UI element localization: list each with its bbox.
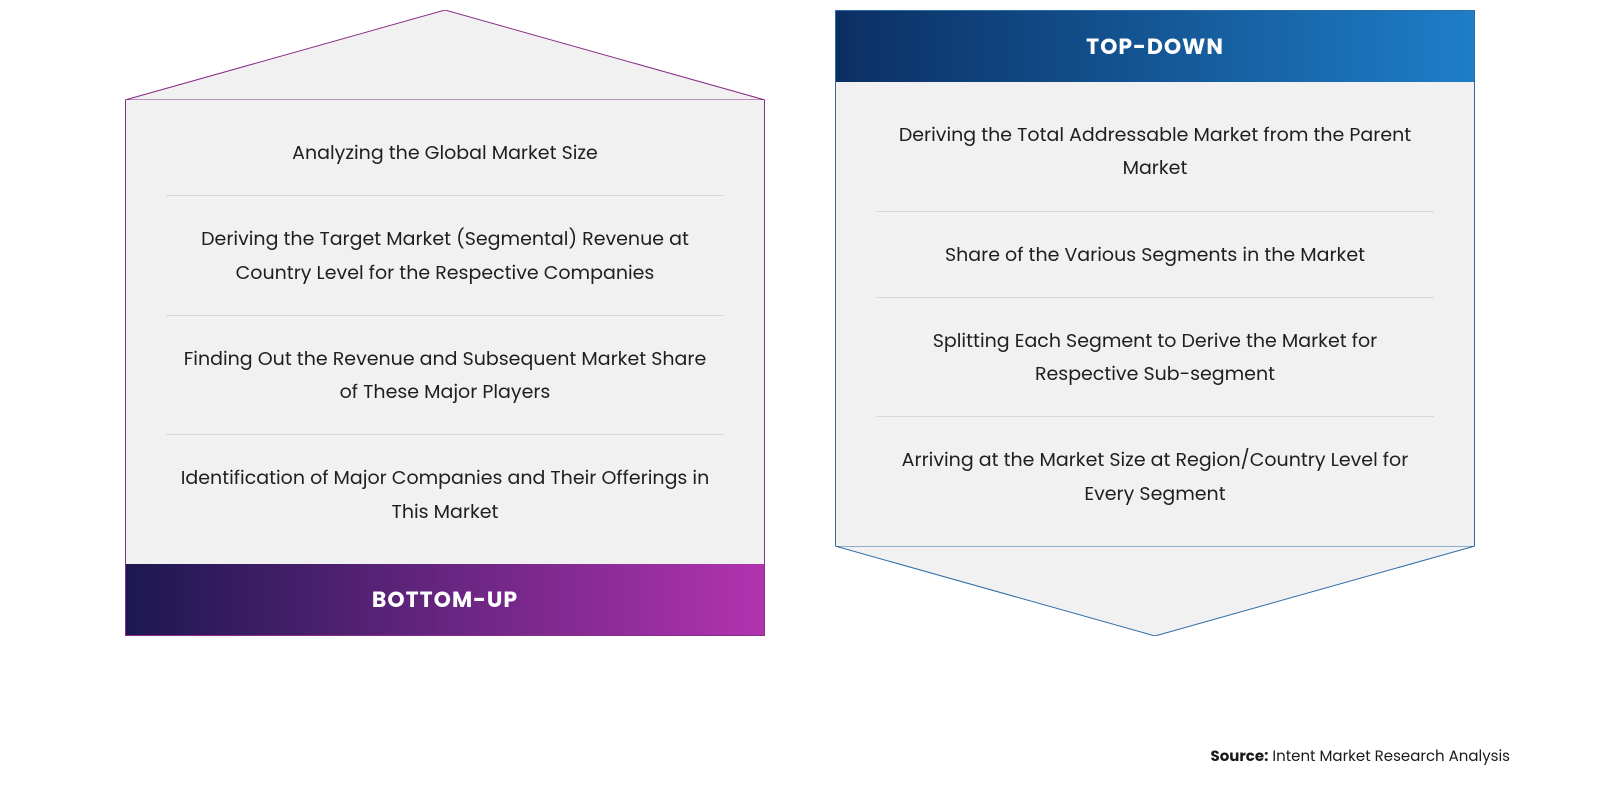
- top-down-label: TOP-DOWN: [835, 10, 1475, 82]
- bottom-up-panel: Analyzing the Global Market SizeDeriving…: [125, 10, 765, 636]
- top-down-panel: TOP-DOWN Deriving the Total Addressable …: [835, 10, 1475, 636]
- top-down-label-text: TOP-DOWN: [1086, 30, 1224, 63]
- top-down-bottom-arrow: [835, 546, 1475, 636]
- top-down-item: Splitting Each Segment to Derive the Mar…: [876, 298, 1434, 417]
- bottom-up-roof-arrow: [125, 10, 765, 100]
- bottom-up-item: Identification of Major Companies and Th…: [166, 435, 724, 554]
- diagram-container: Analyzing the Global Market SizeDeriving…: [0, 0, 1600, 636]
- top-down-item: Arriving at the Market Size at Region/Co…: [876, 417, 1434, 536]
- bottom-up-label-text: BOTTOM-UP: [372, 583, 518, 616]
- bottom-up-item: Deriving the Target Market (Segmental) R…: [166, 196, 724, 315]
- source-attribution: Source: Intent Market Research Analysis: [1211, 745, 1511, 768]
- bottom-up-item: Analyzing the Global Market Size: [166, 110, 724, 195]
- bottom-up-label: BOTTOM-UP: [125, 564, 765, 636]
- top-down-body: Deriving the Total Addressable Market fr…: [835, 82, 1475, 546]
- top-down-item: Share of the Various Segments in the Mar…: [876, 212, 1434, 297]
- bottom-up-item: Finding Out the Revenue and Subsequent M…: [166, 316, 724, 435]
- source-label: Source:: [1211, 746, 1269, 767]
- bottom-up-body: Analyzing the Global Market SizeDeriving…: [125, 100, 765, 564]
- source-text: Intent Market Research Analysis: [1272, 746, 1510, 767]
- top-down-item: Deriving the Total Addressable Market fr…: [876, 92, 1434, 211]
